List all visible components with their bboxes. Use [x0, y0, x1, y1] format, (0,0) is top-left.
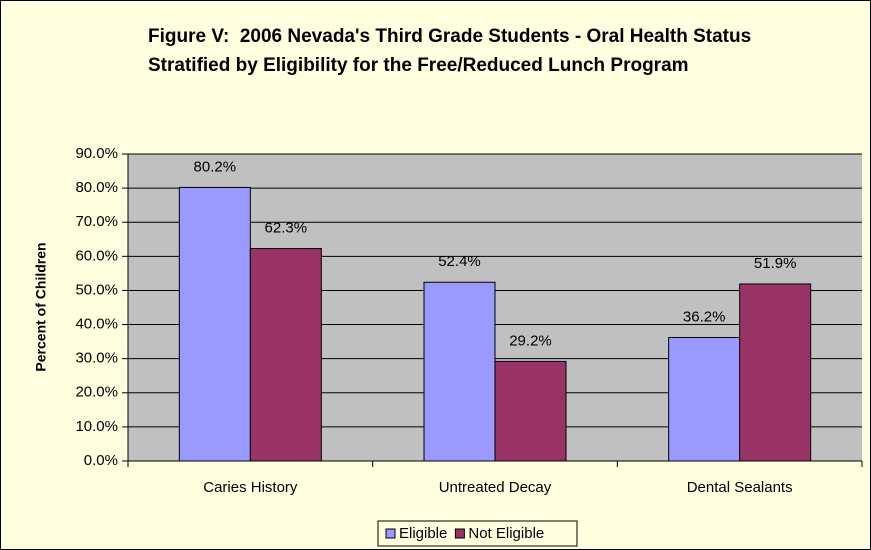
value-label: 51.9% — [754, 255, 797, 272]
y-tick-label: 40.0% — [75, 316, 118, 333]
y-tick-label: 70.0% — [75, 213, 118, 230]
legend-label: Eligible — [399, 525, 447, 542]
y-tick-label: 20.0% — [75, 384, 118, 401]
value-label: 62.3% — [265, 219, 308, 236]
y-tick-label: 80.0% — [75, 179, 118, 196]
value-label: 80.2% — [194, 158, 237, 175]
bar — [249, 247, 322, 462]
value-label: 36.2% — [683, 308, 726, 325]
legend-label: Not Eligible — [468, 525, 544, 542]
legend-box — [377, 520, 578, 547]
value-label: 29.2% — [509, 332, 552, 349]
y-tick-label: 90.0% — [75, 145, 118, 162]
legend-swatch — [385, 528, 396, 539]
y-tick-label: 50.0% — [75, 281, 118, 298]
y-tick-label: 0.0% — [84, 452, 118, 469]
chart-title: Figure V: 2006 Nevada's Third Grade Stud… — [148, 26, 757, 76]
x-tick-label: Untreated Decay — [439, 479, 552, 496]
x-tick-label: Caries History — [203, 479, 298, 496]
bar — [668, 337, 741, 462]
y-tick-label: 60.0% — [75, 247, 118, 264]
bar — [178, 186, 251, 462]
legend-swatch — [454, 528, 465, 539]
bar — [423, 281, 496, 462]
y-axis-label: Percent of Children — [33, 242, 49, 371]
y-tick-label: 30.0% — [75, 350, 118, 367]
bar — [494, 360, 567, 462]
x-tick-label: Dental Sealants — [687, 479, 793, 496]
bar — [739, 283, 812, 462]
y-tick-label: 10.0% — [75, 418, 118, 435]
value-label: 52.4% — [438, 253, 481, 270]
